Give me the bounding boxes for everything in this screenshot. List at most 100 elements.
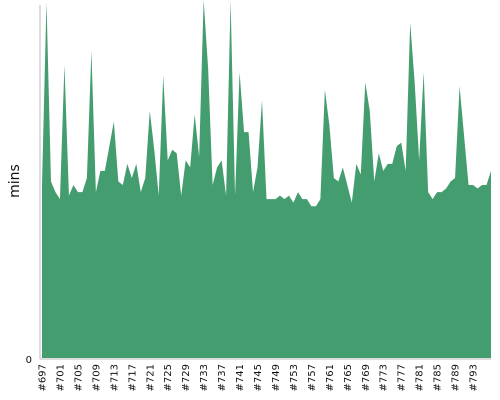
data-point [486,184,488,186]
data-point [68,195,70,197]
data-point [351,202,353,204]
data-point [122,184,124,186]
data-point [360,173,362,175]
x-tick-label: #773 [379,364,390,391]
x-tick-label: #781 [415,364,426,391]
x-axis-ticks: #697 #701 #705 #709 #713 #717 #721 #725 #729 #733… [38,364,480,391]
x-tick-label: #745 [253,364,264,391]
data-point [391,163,393,165]
data-point [185,159,187,161]
data-point [221,159,223,161]
x-tick-label: #705 [73,364,84,391]
data-point [274,198,276,200]
data-point [225,195,227,197]
data-point [346,184,348,186]
data-point [288,195,290,197]
data-point [54,191,56,193]
data-point [63,64,65,66]
data-point [396,145,398,147]
data-point [149,110,151,112]
data-point [117,181,119,183]
data-point [131,177,133,179]
data-point [441,191,443,193]
x-tick-label: #777 [397,364,408,391]
x-tick-label: #697 [38,364,49,391]
data-point [450,181,452,183]
data-point [301,198,303,200]
data-point [167,159,169,161]
data-point [50,181,52,183]
data-point [234,195,236,197]
data-point [427,191,429,193]
series-area [42,0,491,358]
plot-area [41,0,492,358]
data-point [113,120,115,122]
data-point [324,89,326,91]
data-point [405,170,407,172]
data-point [194,113,196,115]
data-point [126,163,128,165]
data-point [176,152,178,154]
x-tick-label: #753 [289,364,300,391]
data-point [337,181,339,183]
data-point [86,177,88,179]
data-point [333,177,335,179]
data-point [477,188,479,190]
data-point [90,50,92,52]
data-point [243,131,245,133]
data-point [99,170,101,172]
data-point [468,184,470,186]
data-point [95,191,97,193]
x-tick-label: #785 [433,364,444,391]
data-point [41,184,43,186]
data-point [306,198,308,200]
data-point [445,188,447,190]
x-tick-label: #737 [217,364,228,391]
data-point [216,166,218,168]
data-point [432,198,434,200]
x-tick-label: #721 [145,364,156,391]
x-tick-label: #749 [271,364,282,391]
data-point [270,198,272,200]
data-point [378,152,380,154]
data-point [418,159,420,161]
data-point [283,198,285,200]
data-point [373,181,375,183]
data-point [454,177,456,179]
data-point [382,170,384,172]
data-point [45,0,47,2]
data-point [261,99,263,101]
data-point [297,191,299,193]
x-tick-label: #741 [235,364,246,391]
data-point [171,149,173,151]
data-point [153,149,155,151]
data-point [490,170,492,172]
x-tick-label: #701 [55,364,66,391]
data-point [279,195,281,197]
x-tick-label: #725 [163,364,174,391]
x-tick-label: #761 [325,364,336,391]
data-point [77,191,79,193]
data-point [463,135,465,137]
data-point [248,131,250,133]
data-point [144,177,146,179]
data-point [315,205,317,207]
data-point [266,198,268,200]
data-point [212,184,214,186]
data-point [436,191,438,193]
data-point [459,85,461,87]
y-axis-label: mins [7,164,23,198]
data-point [180,195,182,197]
data-point [59,198,61,200]
x-tick-label: #769 [361,364,372,391]
data-point [409,22,411,24]
data-point [162,75,164,77]
data-point [342,166,344,168]
y-tick-label: 0 [26,355,32,366]
data-point [369,110,371,112]
data-point [387,163,389,165]
data-point [423,71,425,73]
data-point [472,184,474,186]
x-tick-label: #757 [307,364,318,391]
